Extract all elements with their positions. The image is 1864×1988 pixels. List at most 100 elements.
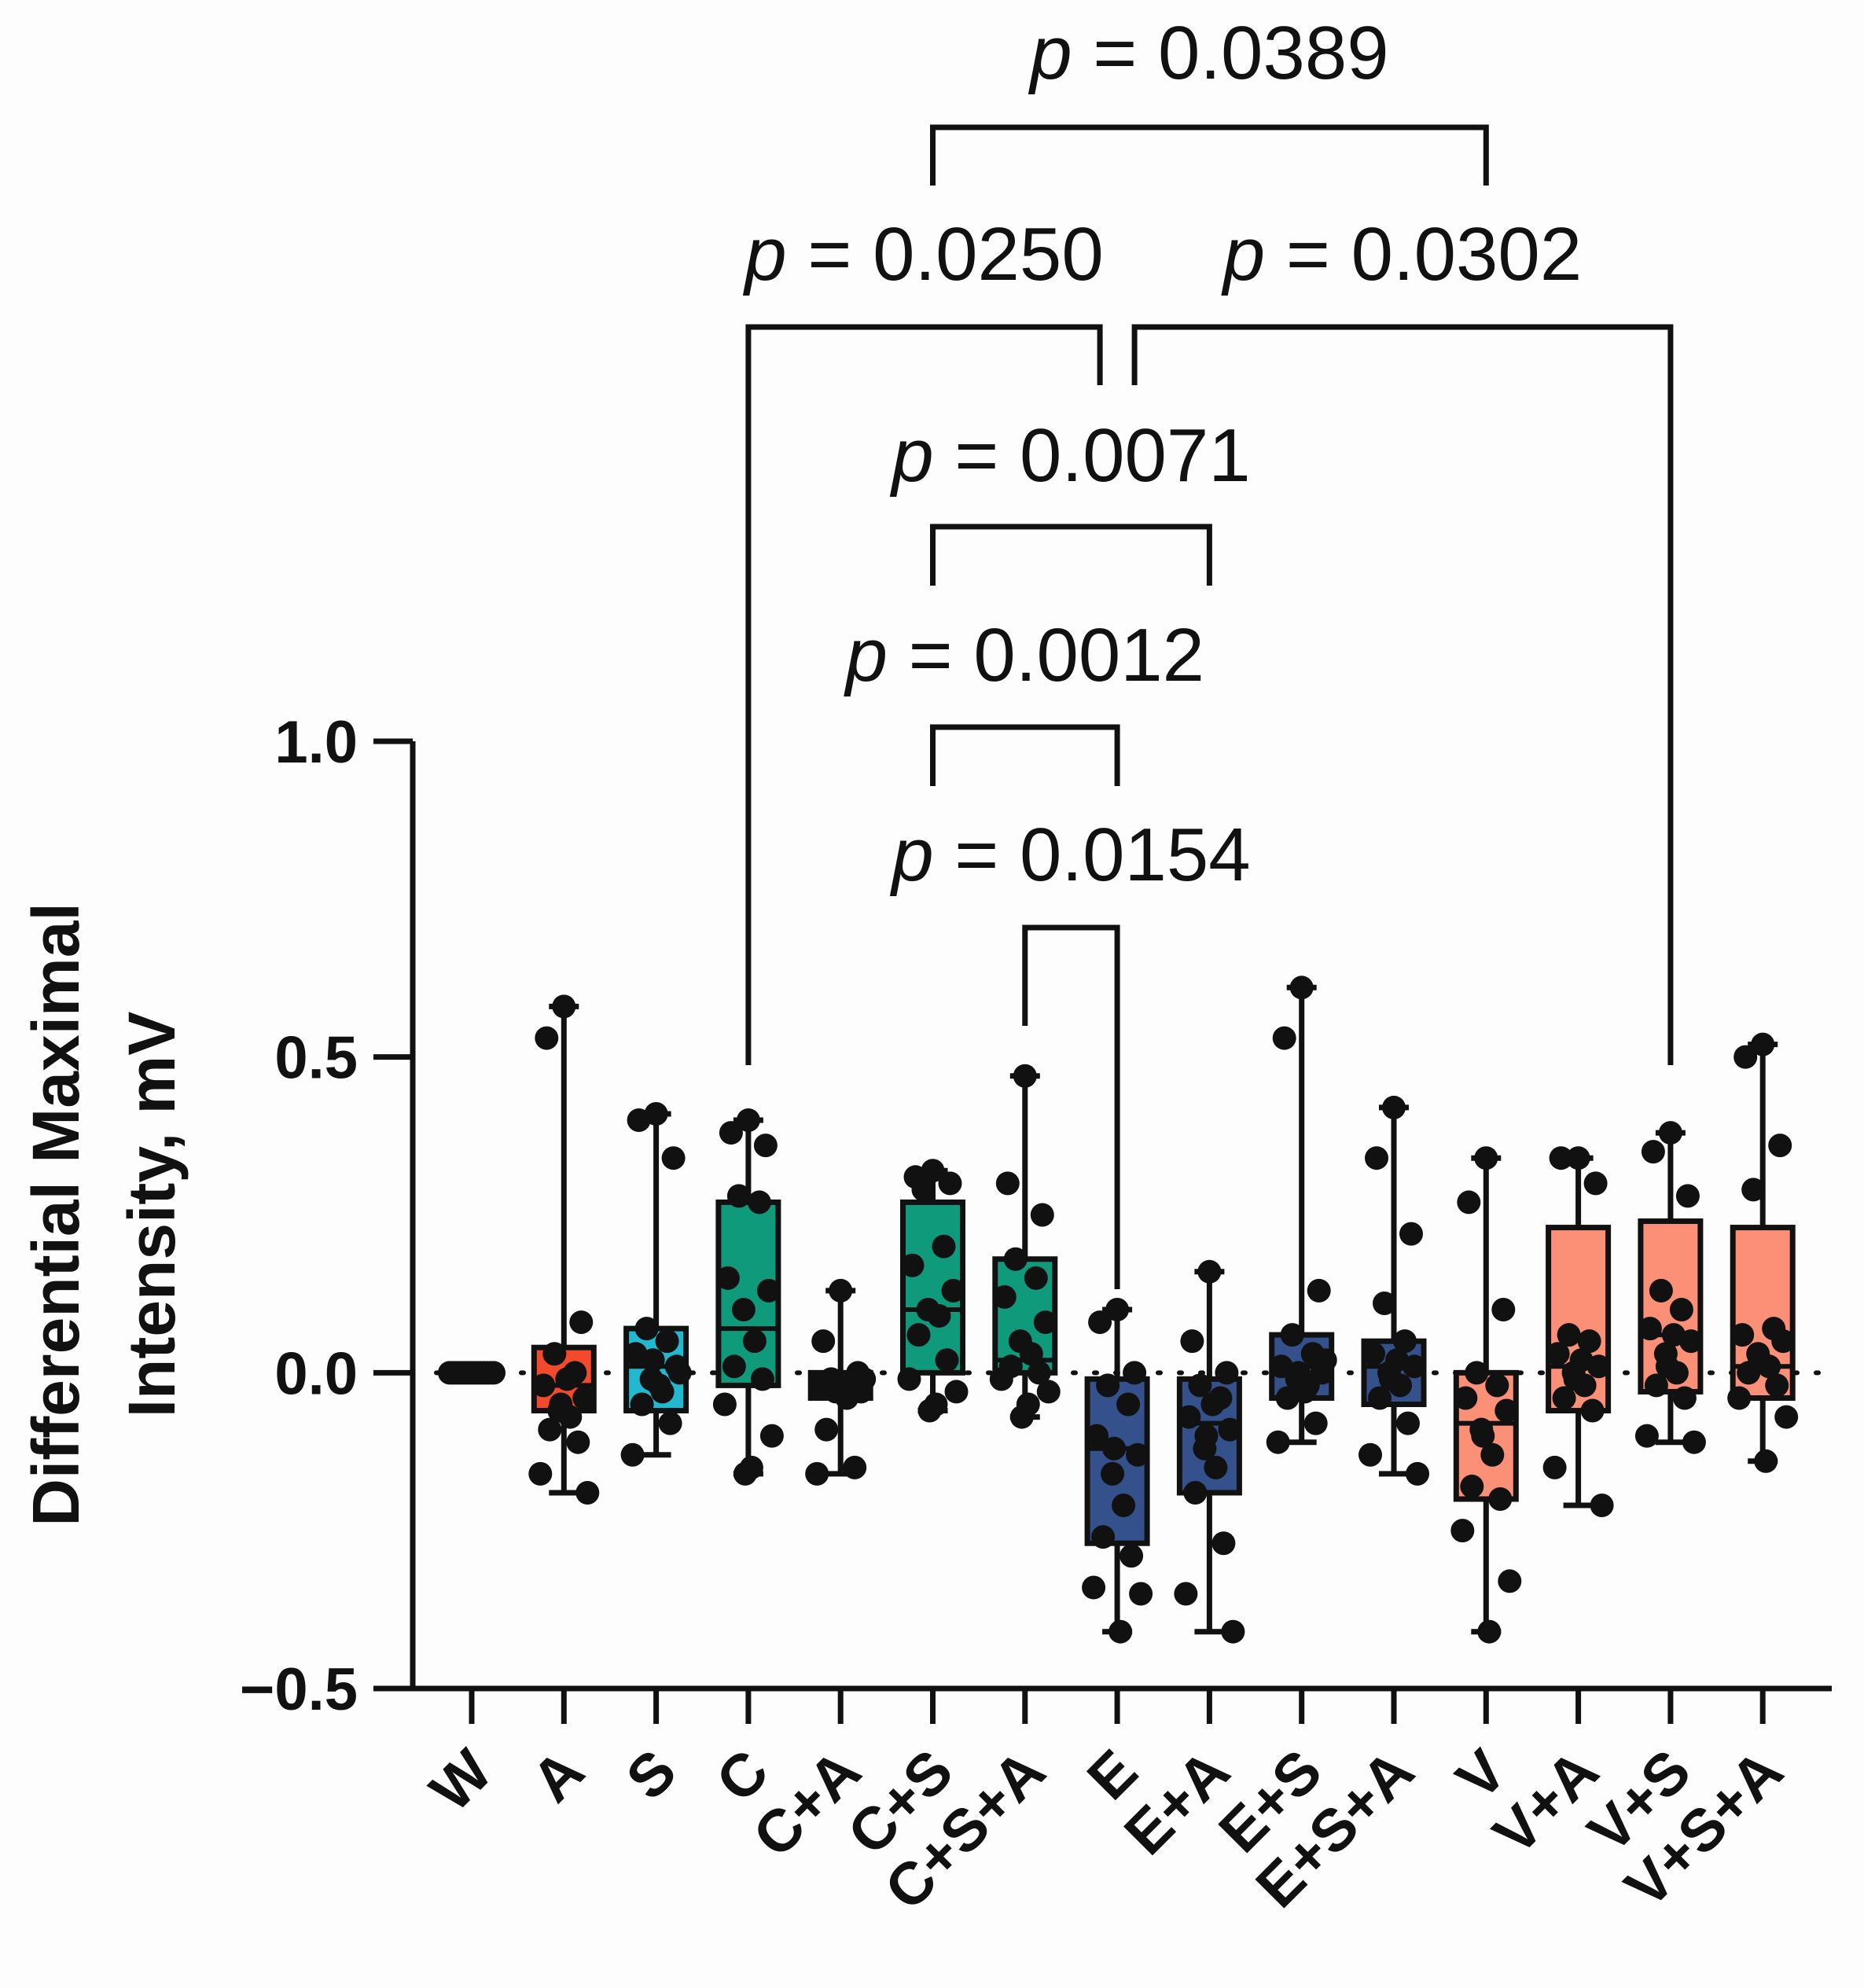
data-point <box>658 1411 682 1435</box>
data-point <box>935 1348 959 1372</box>
data-point <box>1194 1424 1219 1448</box>
data-point <box>555 1367 579 1391</box>
data-point <box>1768 1134 1792 1158</box>
data-point <box>1491 1298 1516 1321</box>
data-point <box>1382 1095 1406 1119</box>
data-point <box>566 1430 590 1454</box>
data-point <box>1188 1373 1212 1398</box>
data-point <box>825 1373 850 1398</box>
data-point <box>630 1392 654 1417</box>
data-point <box>843 1455 867 1479</box>
data-point <box>575 1480 600 1505</box>
data-point <box>733 1461 757 1486</box>
data-point <box>1658 1121 1682 1145</box>
data-point <box>1116 1392 1141 1417</box>
data-point <box>1204 1455 1228 1479</box>
data-point <box>1313 1348 1337 1372</box>
data-point <box>1272 1026 1296 1050</box>
data-point <box>1085 1424 1109 1448</box>
data-point <box>647 1373 671 1398</box>
y-tick-label: −0.5 <box>240 1656 358 1723</box>
data-point <box>1088 1310 1112 1335</box>
data-point <box>753 1134 778 1158</box>
data-point <box>1289 976 1314 1000</box>
data-point <box>1675 1184 1700 1208</box>
p-value-label: p = 0.0071 <box>889 413 1250 498</box>
data-point <box>1549 1146 1573 1170</box>
data-point <box>1730 1323 1755 1347</box>
significance-bracket: p = 0.0012 <box>844 613 1204 786</box>
data-point <box>1450 1519 1475 1543</box>
data-point <box>1126 1442 1150 1467</box>
data-point <box>747 1190 771 1214</box>
axes-layer <box>373 738 1832 1724</box>
significance-brackets: p = 0.0389 p = 0.0250 p = 0.0302 p = 0.0071… <box>742 11 1674 1289</box>
data-point <box>1123 1361 1147 1385</box>
y-axis-label: Intensity, mV <box>115 1012 189 1418</box>
data-point <box>1583 1171 1608 1196</box>
data-point <box>1460 1474 1484 1498</box>
data-point <box>719 1121 743 1145</box>
data-point <box>900 1253 925 1277</box>
data-point <box>1563 1367 1587 1391</box>
data-point <box>1580 1398 1605 1423</box>
data-point <box>1577 1329 1601 1354</box>
data-point <box>1485 1373 1509 1398</box>
data-point <box>941 1278 965 1303</box>
data-point <box>641 1348 665 1372</box>
data-point <box>1303 1411 1328 1435</box>
data-point <box>906 1323 931 1347</box>
data-point <box>1474 1146 1498 1170</box>
data-point <box>620 1442 645 1467</box>
data-point <box>627 1108 651 1132</box>
x-category-label: A <box>519 1737 597 1815</box>
data-point <box>712 1392 737 1417</box>
data-point <box>1030 1203 1054 1227</box>
data-point <box>829 1278 853 1303</box>
data-point <box>1771 1329 1796 1354</box>
data-point <box>1733 1045 1758 1069</box>
data-point <box>1661 1323 1686 1347</box>
data-point <box>1641 1140 1665 1164</box>
data-point <box>535 1026 559 1050</box>
data-point <box>1454 1386 1478 1410</box>
data-point <box>911 1178 936 1202</box>
data-point <box>944 1380 969 1404</box>
data-point <box>661 1146 686 1170</box>
significance-bracket: p = 0.0154 <box>889 813 1251 1289</box>
data-point <box>1036 1380 1061 1404</box>
data-point <box>1634 1424 1659 1448</box>
data-point <box>1569 1348 1594 1372</box>
data-point <box>1552 1386 1576 1410</box>
y-tick-label: 1.0 <box>274 709 358 776</box>
data-point <box>1180 1329 1204 1354</box>
data-point <box>852 1367 877 1391</box>
data-point <box>1112 1494 1136 1518</box>
data-point <box>1471 1424 1495 1448</box>
data-point <box>1211 1531 1236 1556</box>
data-point <box>917 1398 942 1423</box>
data-point <box>528 1461 553 1486</box>
data-point <box>1495 1398 1519 1423</box>
data-point <box>750 1367 774 1391</box>
data-point <box>1542 1455 1567 1479</box>
data-point <box>1218 1417 1242 1442</box>
data-point <box>1480 1442 1505 1467</box>
data-point <box>1013 1064 1037 1088</box>
data-point <box>1183 1480 1208 1505</box>
data-point <box>814 1417 839 1442</box>
bracket-line <box>930 724 1120 786</box>
data-point <box>1399 1222 1423 1246</box>
data-point <box>1019 1342 1043 1366</box>
data-point <box>938 1171 962 1196</box>
data-point <box>1754 1449 1778 1473</box>
data-point <box>805 1461 829 1486</box>
data-point <box>1177 1405 1201 1429</box>
y-tick-label: 0.0 <box>274 1340 358 1407</box>
significance-bracket: p = 0.0250 <box>742 212 1104 1065</box>
data-point <box>1373 1291 1396 1315</box>
p-value-label: p = 0.0012 <box>844 613 1204 697</box>
p-value-label: p = 0.0250 <box>742 212 1103 296</box>
data-point <box>634 1317 659 1341</box>
